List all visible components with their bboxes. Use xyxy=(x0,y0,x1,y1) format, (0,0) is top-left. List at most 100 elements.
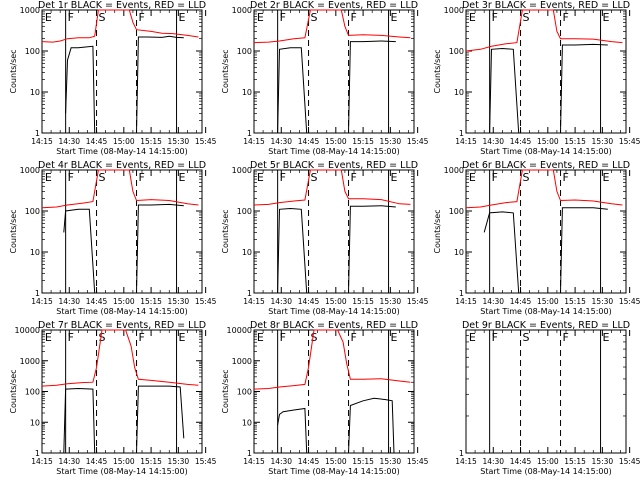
series-line-events xyxy=(348,40,396,134)
x-axis-label: Start Time (08-May-14 14:15:00) xyxy=(480,307,611,316)
x-tick-label: 15:45 xyxy=(619,457,640,466)
y-tick-label: 1000 xyxy=(20,357,40,366)
region-label: E xyxy=(469,11,476,24)
y-tick-label: 1000 xyxy=(20,166,40,175)
chart-panel-2: Det 2r BLACK = Events, RED = LLD 1 10 100 10… xyxy=(221,0,429,156)
chart-panel-7: Det 7r BLACK = Events, RED = LLD 1 10 100 10… xyxy=(9,320,217,476)
series-line-events xyxy=(560,207,608,294)
y-tick-label: 1 xyxy=(247,289,252,298)
y-tick-label: 1 xyxy=(459,289,464,298)
region-label: S xyxy=(311,171,318,184)
chart-title: Det 7r BLACK = Events, RED = LLD xyxy=(38,320,206,331)
x-tick-label: 15:15 xyxy=(564,457,586,466)
y-tick-label: 10 xyxy=(454,248,464,257)
series-line-lld xyxy=(465,169,623,209)
series-line-events xyxy=(277,47,308,134)
x-tick-label: 14:45 xyxy=(298,457,320,466)
x-tick-label: 15:30 xyxy=(380,457,402,466)
series-line-lld xyxy=(41,9,199,43)
x-tick-label: 15:00 xyxy=(325,297,347,306)
region-label: F xyxy=(492,171,498,184)
x-tick-label: 15:45 xyxy=(407,457,429,466)
x-tick-label: 15:15 xyxy=(352,457,374,466)
x-axis-label: Start Time (08-May-14 14:15:00) xyxy=(268,467,399,476)
chart-title: Det 3r BLACK = Events, RED = LLD xyxy=(462,0,630,11)
y-tick-label: 1000 xyxy=(444,166,464,175)
y-tick-label: 1 xyxy=(35,289,40,298)
chart-title: Det 6r BLACK = Events, RED = LLD xyxy=(462,160,630,171)
region-label: E xyxy=(257,331,264,344)
x-tick-label: 14:45 xyxy=(86,457,108,466)
x-tick-label: 14:30 xyxy=(58,297,80,306)
x-tick-label: 14:45 xyxy=(510,297,532,306)
region-label: F xyxy=(492,11,498,24)
x-tick-label: 14:30 xyxy=(270,137,292,146)
series-line-events xyxy=(63,387,96,454)
region-label: E xyxy=(603,331,610,344)
region-label: F xyxy=(68,171,74,184)
x-tick-label: 15:00 xyxy=(113,297,135,306)
region-label: S xyxy=(99,11,106,24)
region-label: E xyxy=(391,171,398,184)
x-tick-label: 14:15 xyxy=(243,137,265,146)
series-line-events xyxy=(277,207,308,294)
x-tick-label: 15:15 xyxy=(564,297,586,306)
x-tick-label: 14:15 xyxy=(455,297,477,306)
chart-panel-6: Det 6r BLACK = Events, RED = LLD 1 10 100 10… xyxy=(433,160,640,316)
region-label: E xyxy=(391,11,398,24)
x-tick-label: 15:15 xyxy=(564,137,586,146)
series-line-events xyxy=(65,45,96,134)
region-label: F xyxy=(492,331,498,344)
y-tick-label: 100 xyxy=(449,207,464,216)
y-tick-label: 1 xyxy=(35,449,40,458)
y-axis-label: Counts/sec xyxy=(221,49,230,93)
x-tick-label: 15:45 xyxy=(407,137,429,146)
region-label: E xyxy=(603,11,610,24)
series-line-events xyxy=(277,407,308,454)
x-tick-label: 14:30 xyxy=(270,457,292,466)
x-tick-label: 15:15 xyxy=(140,137,162,146)
region-label: F xyxy=(351,171,357,184)
x-tick-label: 15:30 xyxy=(168,137,190,146)
region-label: F xyxy=(68,331,74,344)
region-label: E xyxy=(469,331,476,344)
y-tick-label: 1 xyxy=(459,129,464,138)
y-axis-label: Counts/sec xyxy=(9,49,18,93)
region-label: F xyxy=(280,11,286,24)
series-line-events xyxy=(348,397,395,454)
region-label: E xyxy=(179,171,186,184)
region-label: E xyxy=(45,331,52,344)
region-label: E xyxy=(45,11,52,24)
series-line-lld xyxy=(253,169,411,206)
y-axis-label: Counts/sec xyxy=(9,209,18,253)
region-label: S xyxy=(99,331,106,344)
y-tick-label: 1000 xyxy=(232,357,252,366)
y-tick-label: 100 xyxy=(449,47,464,56)
series-line-events xyxy=(63,208,96,294)
x-tick-label: 15:15 xyxy=(140,457,162,466)
x-axis-label: Start Time (08-May-14 14:15:00) xyxy=(56,467,187,476)
chart-title: Det 5r BLACK = Events, RED = LLD xyxy=(250,160,418,171)
chart-panel-4: Det 4r BLACK = Events, RED = LLD 1 10 100 10… xyxy=(9,160,217,316)
x-tick-label: 15:30 xyxy=(592,137,614,146)
region-label: F xyxy=(280,171,286,184)
x-tick-label: 14:15 xyxy=(243,457,265,466)
y-tick-label: 10 xyxy=(242,248,252,257)
y-axis-label: Counts/sec xyxy=(221,209,230,253)
x-axis-label: Start Time (08-May-14 14:15:00) xyxy=(268,307,399,316)
y-tick-label: 100 xyxy=(237,47,252,56)
y-tick-label: 1000 xyxy=(232,166,252,175)
x-tick-label: 14:15 xyxy=(455,137,477,146)
y-tick-label: 1000 xyxy=(232,6,252,15)
y-tick-label: 10 xyxy=(30,418,40,427)
x-tick-label: 14:15 xyxy=(243,297,265,306)
region-label: E xyxy=(45,171,52,184)
x-tick-label: 14:15 xyxy=(31,137,53,146)
x-tick-label: 15:00 xyxy=(325,457,347,466)
x-tick-label: 14:45 xyxy=(298,297,320,306)
x-tick-label: 14:15 xyxy=(455,457,477,466)
series-line-lld xyxy=(465,9,623,52)
x-tick-label: 15:45 xyxy=(619,137,640,146)
